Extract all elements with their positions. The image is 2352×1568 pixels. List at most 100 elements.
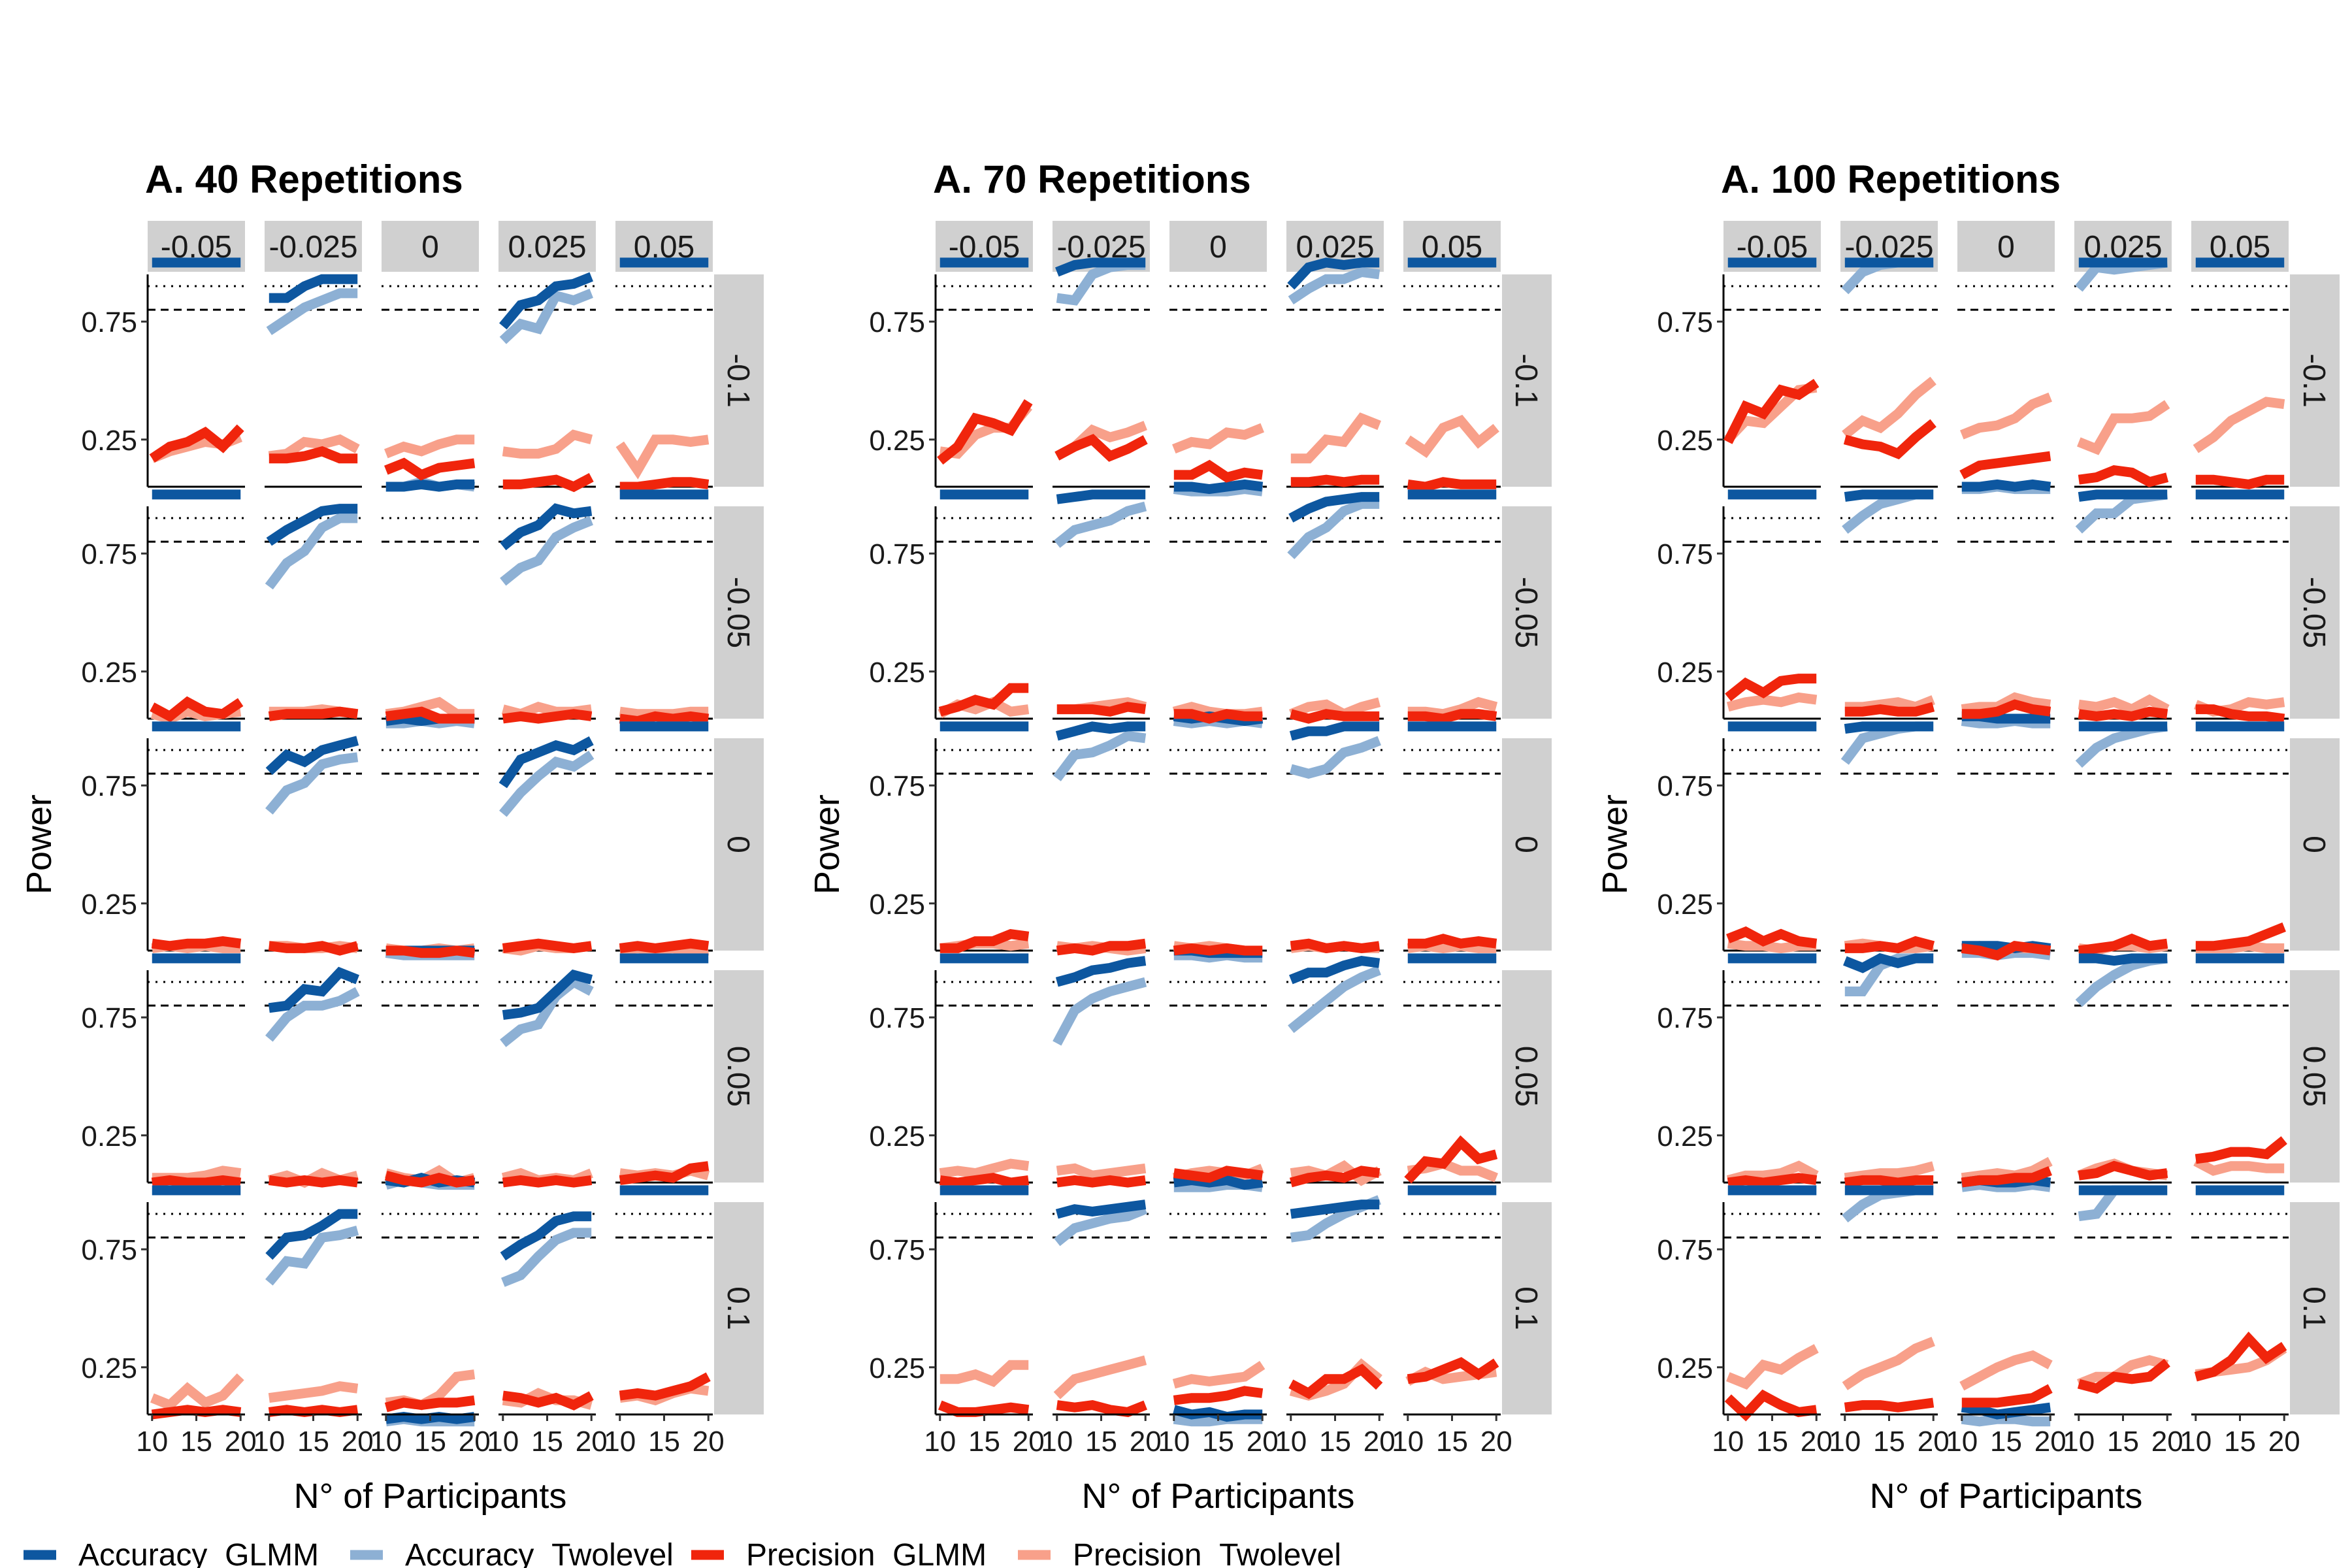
series-line — [939, 1158, 1030, 1179]
series-line — [1055, 956, 1147, 987]
row-strip-label: 0.1 — [2296, 1286, 2331, 1330]
series-line — [1404, 1135, 1498, 1184]
series-line — [619, 1161, 710, 1185]
panel-title: A. 40 Repetitions — [145, 157, 463, 201]
series-line — [502, 429, 593, 459]
x-tick-label: 20 — [693, 1426, 725, 1458]
y-tick-label: 0.75 — [81, 538, 137, 570]
x-tick-label: 20 — [225, 1426, 257, 1458]
col-strip — [498, 221, 596, 272]
facet-cell — [148, 721, 245, 953]
series-line — [268, 966, 359, 1013]
x-axis-title: N° of Participants — [294, 1477, 567, 1516]
facet-cell — [1403, 489, 1501, 724]
series-line — [2078, 1160, 2168, 1181]
series-line — [2078, 465, 2169, 487]
facet-cell — [498, 503, 596, 724]
series-line — [2077, 1358, 2170, 1394]
series-line — [1407, 477, 1497, 492]
series-line — [939, 1173, 1030, 1188]
row-strip — [1502, 738, 1552, 951]
row-strip — [714, 274, 764, 487]
facet-cell — [1286, 721, 1384, 954]
facet-cell — [615, 489, 713, 727]
series-line — [1961, 1384, 2053, 1408]
y-tick-label: 0.25 — [81, 889, 137, 921]
series-line — [938, 683, 1029, 717]
x-tick-label: 10 — [136, 1426, 168, 1458]
series-line — [500, 503, 593, 551]
col-strip-label: 0 — [1209, 230, 1227, 265]
series-line — [151, 1405, 242, 1420]
row-strip-label: 0 — [2296, 836, 2331, 853]
facet-cell — [498, 272, 596, 493]
x-tick-label: 10 — [1041, 1426, 1073, 1458]
x-tick-label: 10 — [1712, 1426, 1744, 1458]
series-line — [1288, 492, 1380, 523]
series-line — [1844, 721, 1934, 734]
series-line — [1844, 1397, 1935, 1413]
facet-cell — [1169, 749, 1267, 963]
col-strip — [265, 221, 362, 272]
y-tick-label: 0.75 — [1657, 306, 1713, 338]
y-tick-label: 0.25 — [1657, 657, 1713, 689]
panel-title: A. 70 Repetitions — [933, 157, 1251, 201]
facet-cell — [148, 953, 245, 1188]
series-line — [266, 504, 358, 546]
series-line — [619, 711, 710, 727]
x-tick-label: 20 — [2268, 1426, 2300, 1458]
series-line — [1289, 697, 1381, 720]
series-line — [1288, 966, 1381, 1034]
row-strip-label: -0.1 — [721, 353, 755, 408]
series-line — [150, 696, 244, 723]
facet-cell: 10 15 20 — [136, 1185, 257, 1458]
facet-cell: 10 15 20 — [253, 1209, 374, 1458]
series-line — [1961, 1402, 2051, 1420]
series-line — [501, 1228, 592, 1287]
y-axis-title: Power — [1595, 794, 1635, 894]
facet-cell — [936, 257, 1033, 488]
col-strip-label: 0 — [1997, 230, 2015, 265]
facet-cell: 10 15 20 — [1712, 1185, 1833, 1458]
series-line — [385, 706, 475, 724]
series-line — [265, 752, 359, 815]
series-line — [1842, 376, 1936, 439]
y-tick-label: 0.75 — [1657, 1234, 1713, 1266]
facet-cell — [1957, 285, 2055, 495]
series-line — [385, 945, 476, 958]
y-tick-label: 0.75 — [81, 1234, 137, 1266]
x-tick-label: 20 — [342, 1426, 374, 1458]
y-tick-label: 0.25 — [1657, 889, 1713, 921]
series-line — [1056, 489, 1146, 504]
row-strip-label: 0.05 — [721, 1046, 755, 1107]
series-line — [384, 457, 476, 481]
facet-cell — [936, 721, 1033, 953]
row-strip — [714, 506, 764, 719]
facet-cell — [498, 969, 596, 1188]
series-line — [498, 736, 594, 789]
series-line — [1289, 709, 1380, 724]
x-tick-label: 20 — [1480, 1426, 1512, 1458]
row-strip-label: 0.05 — [1509, 1046, 1543, 1107]
row-strip — [714, 970, 764, 1183]
y-tick-label: 0.75 — [869, 1234, 925, 1266]
row-strip-label: 0.1 — [721, 1286, 755, 1330]
x-tick-label: 10 — [1946, 1426, 1978, 1458]
x-tick-label: 20 — [576, 1426, 608, 1458]
y-tick-label: 0.25 — [869, 889, 925, 921]
facet-cell — [1053, 956, 1150, 1188]
series-line — [1843, 953, 1934, 973]
y-tick-label: 0.75 — [869, 306, 925, 338]
series-line — [151, 1175, 242, 1188]
x-tick-label: 20 — [2151, 1426, 2183, 1458]
series-line — [502, 709, 593, 724]
facet-panel: A. 100 Repetitions-0.05 -0.025 0 0.025 0.05-… — [1595, 157, 2340, 1516]
legend-label: Accuracy_GLMM — [78, 1538, 319, 1568]
series-line — [1405, 414, 1499, 458]
series-line — [939, 1360, 1029, 1388]
series-line — [1173, 943, 1263, 956]
series-line — [1407, 709, 1497, 724]
x-tick-label: 15 — [1436, 1426, 1468, 1458]
series-line — [269, 446, 358, 464]
facet-cell — [2074, 953, 2172, 1184]
